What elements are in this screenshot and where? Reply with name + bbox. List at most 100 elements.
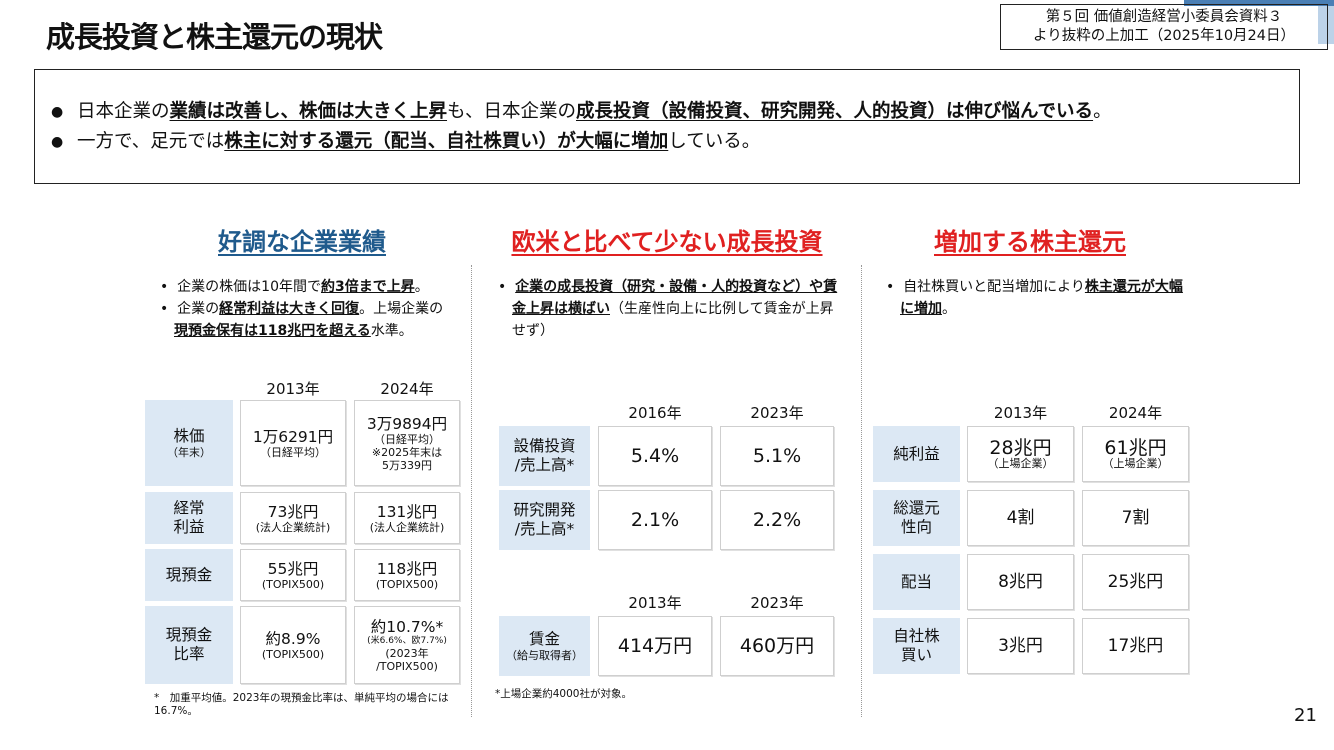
- cell-value: 28兆円: [989, 436, 1052, 459]
- summary-text: 日本企業の: [77, 101, 170, 122]
- cell-value: 7割: [1121, 508, 1150, 528]
- col1-year-2: 2024年: [380, 380, 434, 398]
- table-cell: 61兆円 （上場企業）: [1082, 426, 1189, 482]
- summary-text: している。: [668, 131, 761, 152]
- col3-note-1: • 自社株買いと配当増加により株主還元が大幅に増加。: [886, 279, 1183, 317]
- col2-heading: 欧米と比べて少ない成長投資: [511, 228, 823, 256]
- col2-note-1: • 企業の成長投資（研究・設備・人的投資など）や賃金上昇は横ばい（生産性向上に比…: [498, 279, 838, 339]
- bullet-dot-icon: ●: [51, 134, 64, 150]
- cell-note: (TOPIX500): [261, 647, 325, 661]
- label-text: /売上高*: [514, 520, 575, 538]
- cell-value: 118兆円: [376, 559, 438, 578]
- col1-note-1: • 企業の株価は10年間で約3倍まで上昇。: [160, 279, 429, 295]
- note-highlight: 企業の成長投資（研究・設備・人的投資など）や賃金上昇は横ばい: [512, 279, 838, 317]
- table-cell: 414万円: [598, 616, 712, 676]
- row-label-dividend: 配当: [873, 554, 960, 610]
- table-cell: 2.2%: [720, 490, 834, 550]
- col3-year-1: 2013年: [993, 404, 1048, 422]
- cell-note: /TOPIX500): [376, 659, 438, 673]
- label-text: 純利益: [893, 444, 940, 463]
- label-text: 現預金: [165, 626, 213, 644]
- label-text: 利益: [173, 518, 205, 536]
- cell-note: (TOPIX500): [375, 577, 439, 591]
- col2-year-4: 2023年: [750, 594, 804, 612]
- note-text: 自社株買いと配当増加により: [903, 279, 1085, 295]
- source-line-1: 第５回 価値創造経営小委員会資料３: [1045, 9, 1283, 25]
- table-cell: 1万6291円 （日経平均）: [240, 400, 346, 486]
- cell-note: 5万339円: [382, 458, 432, 472]
- table-cell: 8兆円: [967, 554, 1074, 610]
- column-divider: [861, 265, 862, 717]
- cell-value: 5.4%: [630, 445, 680, 467]
- note-highlight: 現預金保有は118兆円を超える: [174, 323, 371, 339]
- note-text: 企業の株価は10年間で: [177, 279, 321, 295]
- table-cell: 460万円: [720, 616, 834, 676]
- col3-heading: 増加する株主還元: [934, 228, 1126, 256]
- summary-highlight: 業績は改善し、株価は大きく上昇: [169, 101, 448, 122]
- note-highlight: 経常利益は大きく回復: [219, 301, 360, 317]
- cell-note: （日経平均）: [260, 445, 326, 459]
- cell-value: 4割: [1006, 508, 1035, 528]
- table-cell: 5.1%: [720, 426, 834, 486]
- label-text: 現預金: [165, 565, 213, 584]
- row-label-payout-ratio: 総還元 性向: [873, 490, 960, 546]
- label-text: 配当: [900, 572, 932, 591]
- row-label-cash: 現預金: [145, 549, 233, 601]
- col2-year-1: 2016年: [628, 404, 682, 422]
- table-cell: 55兆円 (TOPIX500): [240, 549, 346, 601]
- cell-note: (法人企業統計): [255, 520, 331, 534]
- cell-value: 2.2%: [752, 509, 802, 531]
- table-cell: 118兆円 (TOPIX500): [354, 549, 460, 601]
- col1-heading: 好調な企業業績: [218, 228, 386, 256]
- row-label-wage: 賃金 （給与取得者）: [499, 616, 590, 676]
- row-label-cash-ratio: 現預金 比率: [145, 606, 233, 684]
- cell-note: （上場企業）: [987, 456, 1054, 470]
- cell-value: 25兆円: [1107, 572, 1164, 592]
- note-text: 。: [414, 279, 429, 295]
- label-text: 設備投資: [513, 437, 576, 455]
- table-cell: 約10.7%* (米6.6%、欧7.7%) (2023年 /TOPIX500): [354, 606, 460, 684]
- row-label-net-income: 純利益: [873, 426, 960, 482]
- summary-box: ● 日本企業の 業績は改善し、株価は大きく上昇 も、日本企業の 成長投資（設備投資、研…: [34, 69, 1300, 184]
- row-label-rnd: 研究開発 /売上高*: [499, 490, 590, 550]
- source-box: 第５回 価値創造経営小委員会資料３ より抜粋の上加工（2025年10月24日）: [1000, 4, 1328, 50]
- label-text: 株価: [173, 427, 205, 445]
- cell-note: (TOPIX500): [261, 577, 325, 591]
- summary-text: も、日本企業の: [447, 101, 576, 122]
- note-text: 。上場企業の: [359, 301, 444, 317]
- label-text: 総還元: [893, 499, 940, 517]
- cell-value: 17兆円: [1107, 636, 1164, 656]
- table-cell: 約8.9% (TOPIX500): [240, 606, 346, 684]
- cell-note: ※2025年末は: [371, 445, 443, 459]
- header-accent-block: [1318, 6, 1334, 44]
- label-subtext: （年末）: [167, 446, 211, 459]
- cell-note: （上場企業）: [1102, 456, 1169, 470]
- cell-value: 2.1%: [630, 509, 680, 531]
- summary-bullet-2: ● 一方で、足元では 株主に対する還元（配当、自社株買い）が大幅に増加 している。: [51, 127, 1299, 157]
- label-subtext: （給与取得者）: [506, 649, 583, 662]
- col1-note-2: • 企業の経常利益は大きく回復。上場企業の現預金保有は118兆円を超える水準。: [160, 301, 444, 339]
- cell-note: （日経平均）: [374, 432, 440, 446]
- table-cell: 131兆円 (法人企業統計): [354, 492, 460, 544]
- column-divider: [471, 265, 472, 717]
- col3-year-2: 2024年: [1108, 404, 1163, 422]
- label-text: 比率: [173, 645, 205, 663]
- bullet-dot-icon: ●: [51, 104, 64, 120]
- cell-note: (2023年: [385, 646, 429, 660]
- label-text: /売上高*: [514, 456, 575, 474]
- label-text: 性向: [900, 518, 932, 536]
- table-cell: 7割: [1082, 490, 1189, 546]
- page-title: 成長投資と株主還元の現状: [46, 20, 383, 54]
- summary-bullet-1: ● 日本企業の 業績は改善し、株価は大きく上昇 も、日本企業の 成長投資（設備投資、研…: [51, 97, 1299, 127]
- cell-note: (米6.6%、欧7.7%): [367, 635, 447, 646]
- label-text: 研究開発: [513, 501, 576, 519]
- table-cell: 4割: [967, 490, 1074, 546]
- note-highlight: 株主還元が大幅に増加: [900, 279, 1183, 317]
- cell-value: 3万9894円: [366, 414, 448, 433]
- row-label-stock-price: 株価 （年末）: [145, 400, 233, 486]
- row-label-capex: 設備投資 /売上高*: [499, 426, 590, 486]
- note-text: （生産性向上に比例して賃金が上昇せず）: [512, 301, 834, 339]
- table-cell: 3兆円: [967, 618, 1074, 674]
- cell-value: 73兆円: [267, 502, 319, 521]
- label-text: 自社株: [893, 627, 940, 645]
